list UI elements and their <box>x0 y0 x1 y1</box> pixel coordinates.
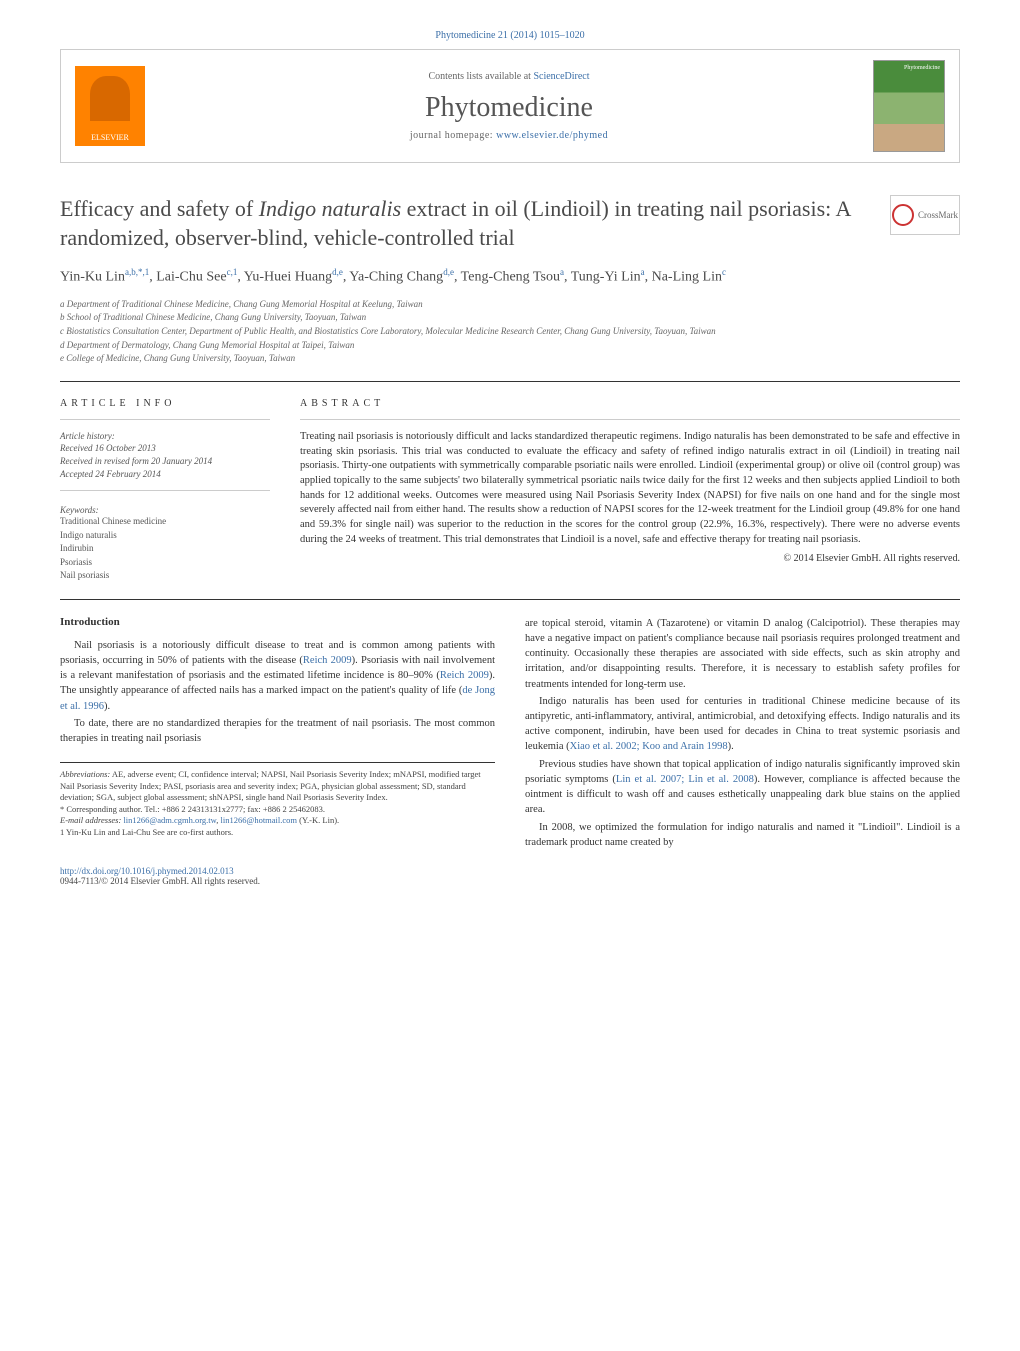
elsevier-logo: ELSEVIER <box>75 66 145 146</box>
history-revised: Received in revised form 20 January 2014 <box>60 455 270 468</box>
divider-bottom <box>60 599 960 600</box>
abstract-copyright: © 2014 Elsevier GmbH. All rights reserve… <box>300 553 960 564</box>
cite-xiao-koo[interactable]: Xiao et al. 2002; Koo and Arain 1998 <box>570 741 728 752</box>
p1d: ). <box>104 701 110 712</box>
journal-cover-thumb: Phytomedicine <box>873 60 945 152</box>
body-text-right: are topical steroid, vitamin A (Tazarote… <box>525 616 960 850</box>
doi-link[interactable]: http://dx.doi.org/10.1016/j.phymed.2014.… <box>60 866 960 876</box>
article-info-heading: ARTICLE INFO <box>60 398 270 409</box>
keyword-3: Psoriasis <box>60 556 270 570</box>
keyword-0: Traditional Chinese medicine <box>60 515 270 529</box>
email-link-2[interactable]: lin1266@hotmail.com <box>221 815 298 825</box>
abstract-divider <box>300 419 960 420</box>
history-received: Received 16 October 2013 <box>60 442 270 455</box>
history-accepted: Accepted 24 February 2014 <box>60 468 270 481</box>
crossmark-icon <box>892 204 914 226</box>
journal-title: Phytomedicine <box>159 92 859 124</box>
elsevier-tree-icon <box>90 76 130 121</box>
email-label: E-mail addresses: <box>60 815 123 825</box>
abbrev-text: AE, adverse event; CI, confidence interv… <box>60 769 481 802</box>
doi-block: http://dx.doi.org/10.1016/j.phymed.2014.… <box>60 866 960 886</box>
header-center: Contents lists available at ScienceDirec… <box>159 71 859 141</box>
para-6: In 2008, we optimized the formulation fo… <box>525 820 960 850</box>
history-label: Article history: <box>60 430 270 443</box>
info-divider-1 <box>60 419 270 420</box>
para-4: Indigo naturalis has been used for centu… <box>525 694 960 755</box>
left-column: Introduction Nail psoriasis is a notorio… <box>60 616 495 852</box>
abbrev-line: Abbreviations: AE, adverse event; CI, co… <box>60 769 495 803</box>
intro-heading: Introduction <box>60 616 495 628</box>
homepage-prefix: journal homepage: <box>410 130 496 141</box>
body-text-left: Nail psoriasis is a notoriously difficul… <box>60 638 495 747</box>
email-tail: (Y.-K. Lin). <box>297 815 339 825</box>
author-6: , Tung-Yi Lin <box>564 270 641 285</box>
affil-e: e College of Medicine, Chang Gung Univer… <box>60 352 960 365</box>
affiliations: a Department of Traditional Chinese Medi… <box>60 298 960 365</box>
footnotes: Abbreviations: AE, adverse event; CI, co… <box>60 762 495 838</box>
header-citation: Phytomedicine 21 (2014) 1015–1020 <box>60 30 960 41</box>
affil-b: b School of Traditional Chinese Medicine… <box>60 311 960 324</box>
homepage-line: journal homepage: www.elsevier.de/phymed <box>159 130 859 141</box>
corresponding-author: * Corresponding author. Tel.: +886 2 243… <box>60 804 495 815</box>
email-link-1[interactable]: lin1266@adm.cgmh.org.tw <box>123 815 216 825</box>
para-3: are topical steroid, vitamin A (Tazarote… <box>525 616 960 692</box>
contents-line: Contents lists available at ScienceDirec… <box>159 71 859 82</box>
title-italic: Indigo naturalis <box>259 196 401 221</box>
author-3: , Yu-Huei Huang <box>237 270 332 285</box>
para-2: To date, there are no standardized thera… <box>60 716 495 746</box>
cover-label: Phytomedicine <box>904 65 940 71</box>
right-column: are topical steroid, vitamin A (Tazarote… <box>525 616 960 852</box>
abbrev-label: Abbreviations: <box>60 769 110 779</box>
affil-a: a Department of Traditional Chinese Medi… <box>60 298 960 311</box>
keyword-1: Indigo naturalis <box>60 529 270 543</box>
author-1: Yin-Ku Lin <box>60 270 125 285</box>
abstract-heading: ABSTRACT <box>300 398 960 409</box>
authors-line: Yin-Ku Lina,b,*,1, Lai-Chu Seec,1, Yu-Hu… <box>60 266 960 288</box>
author-7: , Na-Ling Lin <box>645 270 722 285</box>
abstract-col: ABSTRACT Treating nail psoriasis is noto… <box>300 398 960 583</box>
cite-reich-1[interactable]: Reich 2009 <box>303 655 352 666</box>
keyword-2: Indirubin <box>60 542 270 556</box>
para-5: Previous studies have shown that topical… <box>525 757 960 818</box>
affil-c: c Biostatistics Consultation Center, Dep… <box>60 325 960 338</box>
article-title: Efficacy and safety of Indigo naturalis … <box>60 195 870 252</box>
keywords-block: Keywords: Traditional Chinese medicine I… <box>60 505 270 583</box>
cofirst-note: 1 Yin-Ku Lin and Lai-Chu See are co-firs… <box>60 827 495 838</box>
author-2: , Lai-Chu See <box>149 270 226 285</box>
elsevier-label: ELSEVIER <box>91 133 129 142</box>
author-4: , Ya-Ching Chang <box>343 270 443 285</box>
homepage-link[interactable]: www.elsevier.de/phymed <box>496 130 608 141</box>
para-1: Nail psoriasis is a notoriously difficul… <box>60 638 495 714</box>
sciencedirect-link[interactable]: ScienceDirect <box>533 71 589 82</box>
contents-prefix: Contents lists available at <box>428 71 533 82</box>
keyword-4: Nail psoriasis <box>60 569 270 583</box>
email-line: E-mail addresses: lin1266@adm.cgmh.org.t… <box>60 815 495 826</box>
affil-d: d Department of Dermatology, Chang Gung … <box>60 339 960 352</box>
author-1-sup: a,b,*,1 <box>125 267 149 277</box>
crossmark-label: CrossMark <box>918 210 958 220</box>
title-pre: Efficacy and safety of <box>60 196 259 221</box>
author-4-sup: d,e <box>443 267 454 277</box>
info-divider-2 <box>60 490 270 491</box>
doi-copyright: 0944-7113/© 2014 Elsevier GmbH. All righ… <box>60 876 960 886</box>
divider-top <box>60 381 960 382</box>
author-2-sup: c,1 <box>227 267 238 277</box>
author-3-sup: d,e <box>332 267 343 277</box>
cite-lin[interactable]: Lin et al. 2007; Lin et al. 2008 <box>616 774 754 785</box>
keywords-label: Keywords: <box>60 505 270 515</box>
article-history: Article history: Received 16 October 201… <box>60 430 270 480</box>
author-7-sup: c <box>722 267 726 277</box>
header-box: ELSEVIER Contents lists available at Sci… <box>60 49 960 163</box>
abstract-text: Treating nail psoriasis is notoriously d… <box>300 430 960 548</box>
cite-reich-2[interactable]: Reich 2009 <box>440 670 489 681</box>
crossmark-badge[interactable]: CrossMark <box>890 195 960 235</box>
article-info-col: ARTICLE INFO Article history: Received 1… <box>60 398 270 583</box>
author-5: , Teng-Cheng Tsou <box>454 270 560 285</box>
p4b: ). <box>728 741 734 752</box>
